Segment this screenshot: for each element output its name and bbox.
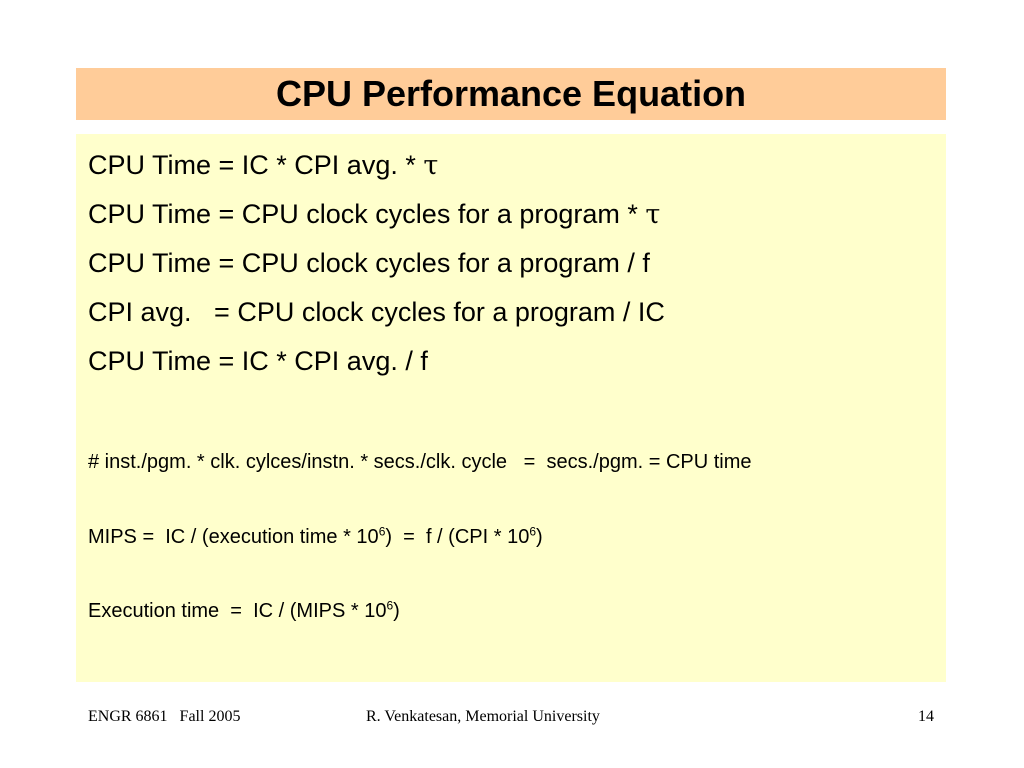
execution-time-equation: Execution time = IC / (MIPS * 106) — [88, 598, 400, 622]
footer-page-number: 14 — [918, 708, 934, 725]
units-equation: # inst./pgm. * clk. cylces/instn. * secs… — [88, 452, 752, 472]
equation-line-3: CPU Time = CPU clock cycles for a progra… — [88, 250, 650, 277]
equation-line-5: CPU Time = IC * CPI avg. / f — [88, 348, 428, 375]
tau-symbol: τ — [423, 150, 439, 181]
equation-text: CPU Time = IC * CPI avg. / f — [88, 346, 428, 376]
equation-text: CPI avg. = CPU clock cycles for a progra… — [88, 297, 665, 327]
equation-text: ) — [393, 600, 400, 622]
tau-symbol: τ — [645, 199, 661, 230]
title-bar: CPU Performance Equation — [76, 68, 946, 120]
content-box: CPU Time = IC * CPI avg. * τ CPU Time = … — [76, 134, 946, 682]
equation-text: CPU Time = CPU clock cycles for a progra… — [88, 199, 646, 229]
slide-title: CPU Performance Equation — [275, 73, 747, 114]
mips-equation: MIPS = IC / (execution time * 106) = f /… — [88, 524, 543, 548]
equation-line-2: CPU Time = CPU clock cycles for a progra… — [88, 199, 661, 230]
equation-text: ) = f / (CPI * 10 — [385, 526, 530, 548]
equation-text: MIPS = IC / (execution time * 10 — [88, 526, 379, 548]
equation-text: # inst./pgm. * clk. cylces/instn. * secs… — [88, 451, 752, 473]
exponent: 6 — [386, 598, 394, 613]
exponent: 6 — [378, 524, 386, 539]
equation-line-1: CPU Time = IC * CPI avg. * τ — [88, 150, 439, 181]
equation-text: CPU Time = IC * CPI avg. * — [88, 150, 424, 180]
equation-text: CPU Time = CPU clock cycles for a progra… — [88, 248, 650, 278]
footer-course: ENGR 6861 Fall 2005 — [88, 708, 241, 725]
equation-text: Execution time = IC / (MIPS * 10 — [88, 600, 387, 622]
equation-line-4: CPI avg. = CPU clock cycles for a progra… — [88, 299, 665, 326]
footer-author: R. Venkatesan, Memorial University — [366, 708, 600, 725]
equation-text: ) — [536, 526, 543, 548]
exponent: 6 — [529, 524, 536, 539]
